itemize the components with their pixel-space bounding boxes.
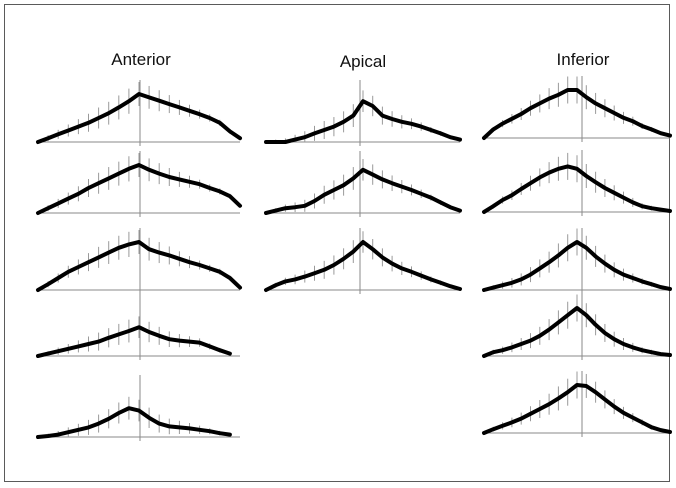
panel-anterior-5 — [36, 375, 240, 441]
profile-curve — [264, 240, 462, 292]
profile-curve — [264, 167, 462, 215]
panel-inferior-2 — [482, 150, 672, 216]
panel-inferior-4 — [482, 294, 672, 360]
column-title-apical: Apical — [339, 52, 387, 71]
profile-curve — [482, 88, 672, 140]
profile-curve — [36, 240, 242, 292]
column-title-anterior: Anterior — [111, 50, 171, 69]
profile-curve — [482, 164, 672, 214]
column-title-inferior: Inferior — [556, 50, 610, 69]
panel-apical-3 — [264, 228, 462, 294]
panel-anterior-3 — [36, 228, 242, 294]
profile-curve — [36, 163, 242, 215]
figure-frame: Anterior Apical Inferior — [4, 4, 670, 482]
profile-curve — [36, 92, 242, 144]
panel-anterior-1 — [36, 80, 242, 146]
panel-inferior-3 — [482, 228, 672, 294]
profile-curve — [482, 306, 672, 358]
panel-inferior-1 — [482, 76, 672, 142]
panel-apical-2 — [264, 151, 462, 217]
panel-apical-1 — [264, 80, 462, 146]
panel-anterior-2 — [36, 151, 242, 217]
profile-curve — [36, 406, 232, 439]
profile-curve — [482, 240, 672, 292]
profile-curve — [482, 383, 672, 435]
panel-anterior-4 — [36, 294, 240, 360]
panel-inferior-5 — [482, 371, 672, 437]
profile-curve — [36, 325, 232, 358]
profile-curve — [264, 99, 462, 144]
